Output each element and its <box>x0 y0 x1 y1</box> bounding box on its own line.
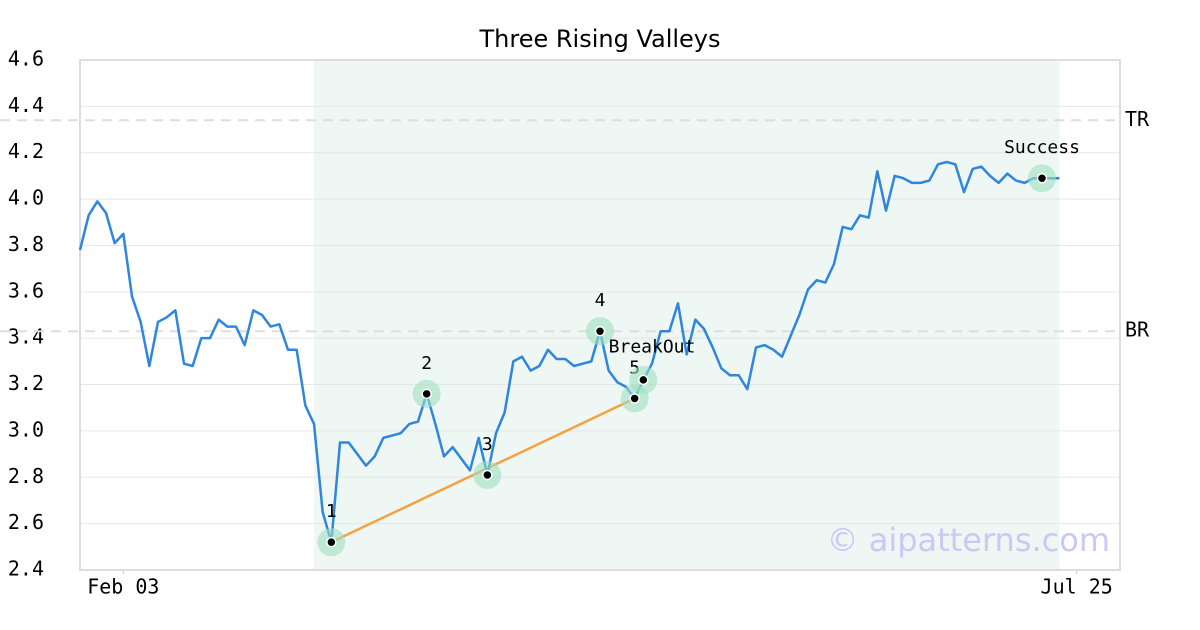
pattern-label: 1 <box>326 501 337 522</box>
pattern-label: 5 <box>629 357 640 378</box>
x-tick-label: Jul 25 <box>1041 575 1113 599</box>
pattern-label: 2 <box>421 353 432 374</box>
x-tick-label: Feb 03 <box>87 575 159 599</box>
y-tick-label: 3.0 <box>8 417 44 441</box>
pattern-point <box>421 388 432 400</box>
price-line <box>78 160 1060 544</box>
y-tick-label: 2.4 <box>8 557 44 581</box>
level-label: TR <box>1125 107 1150 131</box>
pattern-point <box>1036 172 1048 184</box>
y-tick-label: 4.6 <box>8 47 44 71</box>
pattern-point <box>629 393 640 404</box>
y-tick-label: 3.6 <box>8 278 44 302</box>
pattern-point <box>482 469 493 481</box>
level-label: BR <box>1125 318 1150 342</box>
y-tick-label: 4.0 <box>8 186 44 210</box>
y-tick-label: 3.4 <box>8 325 44 349</box>
pattern-point <box>326 536 337 548</box>
pattern-point <box>638 374 649 386</box>
pattern-point <box>594 325 606 337</box>
y-tick-label: 3.2 <box>8 371 44 395</box>
watermark: © aipatterns.com <box>827 521 1110 559</box>
annotation: BreakOut <box>609 336 696 357</box>
pattern-label: 4 <box>595 290 606 311</box>
y-tick-label: 2.6 <box>8 510 44 534</box>
highlight-region <box>314 60 1060 570</box>
y-tick-label: 3.8 <box>8 232 44 256</box>
pattern-label: Success <box>1004 137 1080 158</box>
pattern-label: 3 <box>482 434 493 455</box>
y-tick-label: 4.4 <box>8 93 44 117</box>
y-tick-label: 2.8 <box>8 464 44 488</box>
chart-title: Three Rising Valleys <box>478 25 720 53</box>
y-tick-label: 4.2 <box>8 139 44 163</box>
plot-frame <box>79 59 1121 571</box>
